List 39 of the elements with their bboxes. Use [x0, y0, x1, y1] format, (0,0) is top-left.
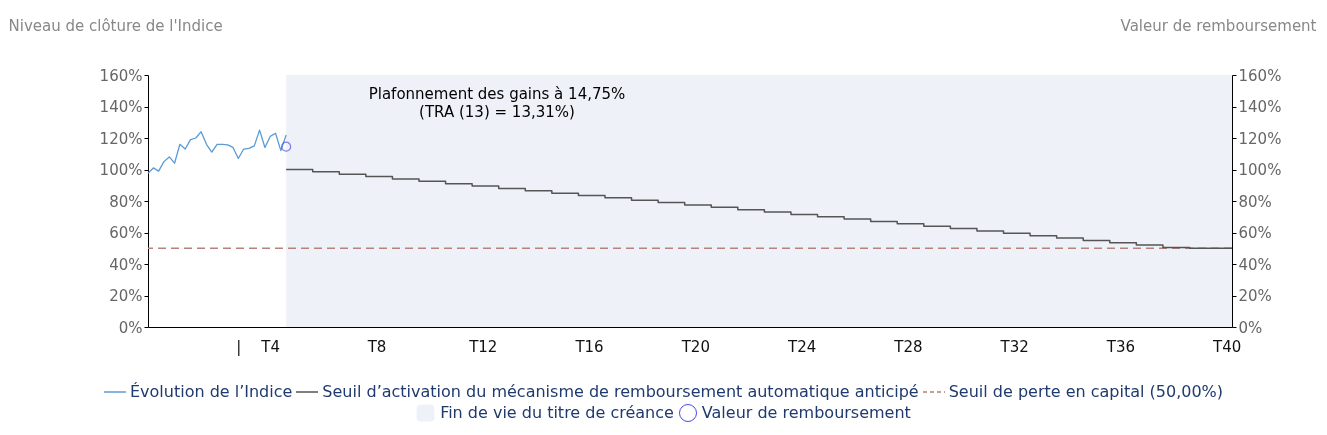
- y2-tick-label: 0%: [1238, 318, 1263, 337]
- y2-tick-label: 20%: [1238, 287, 1272, 305]
- y-tick-label: 160%: [99, 66, 143, 85]
- x-tick-label: T12: [468, 337, 498, 356]
- y2-tick-label: 160%: [1238, 66, 1282, 85]
- y-tick-label: 60%: [109, 224, 143, 242]
- y2-axis-title: Valeur de remboursement: [1120, 16, 1317, 35]
- x-tick-label: T20: [680, 337, 710, 356]
- annotation: (TRA (13) = 13,31%): [419, 103, 575, 121]
- x-tick-label: T16: [574, 337, 604, 356]
- legend-label: Seuil de perte en capital (50,00%): [948, 381, 1224, 402]
- y2-tick-label: 80%: [1238, 192, 1272, 211]
- x-tick-label: T4: [260, 337, 281, 356]
- line-series: [147, 129, 287, 174]
- y-tick-label: 20%: [109, 287, 143, 305]
- legend-label: Évolution de l’Indice: [129, 381, 293, 402]
- y-tick-label: 80%: [109, 192, 143, 211]
- y-tick-label: 100%: [99, 161, 143, 179]
- x-tick-label: |: [236, 337, 242, 356]
- y-tick-label: 120%: [99, 129, 143, 148]
- legend-label: Seuil d’activation du mécanisme de remboursement automatique anticipé: [322, 381, 919, 402]
- x-tick-label: T32: [999, 337, 1029, 356]
- x-tick-label: T8: [366, 337, 387, 356]
- y2-tick-label: 140%: [1238, 98, 1282, 116]
- y-axis-title: Niveau de clôture de l'Indice: [8, 16, 223, 35]
- x-tick-label: T36: [1105, 337, 1136, 356]
- legend-label: Valeur de remboursement: [701, 402, 911, 423]
- x-tick-label: T24: [786, 337, 817, 356]
- y2-tick-label: 100%: [1238, 161, 1282, 179]
- x-tick-label: T28: [893, 337, 923, 356]
- y-tick-label: 140%: [99, 98, 143, 116]
- y-tick-label: 0%: [118, 318, 143, 337]
- annotation: Plafonnement des gains à 14,75%: [368, 85, 626, 103]
- y2-tick-label: 120%: [1238, 129, 1282, 148]
- y-tick-label: 40%: [109, 255, 143, 274]
- y2-tick-label: 40%: [1238, 255, 1272, 274]
- x-tick-label: T40: [1212, 337, 1242, 356]
- y2-tick-label: 60%: [1238, 224, 1272, 242]
- legend-label: Fin de vie du titre de créance: [440, 402, 674, 423]
